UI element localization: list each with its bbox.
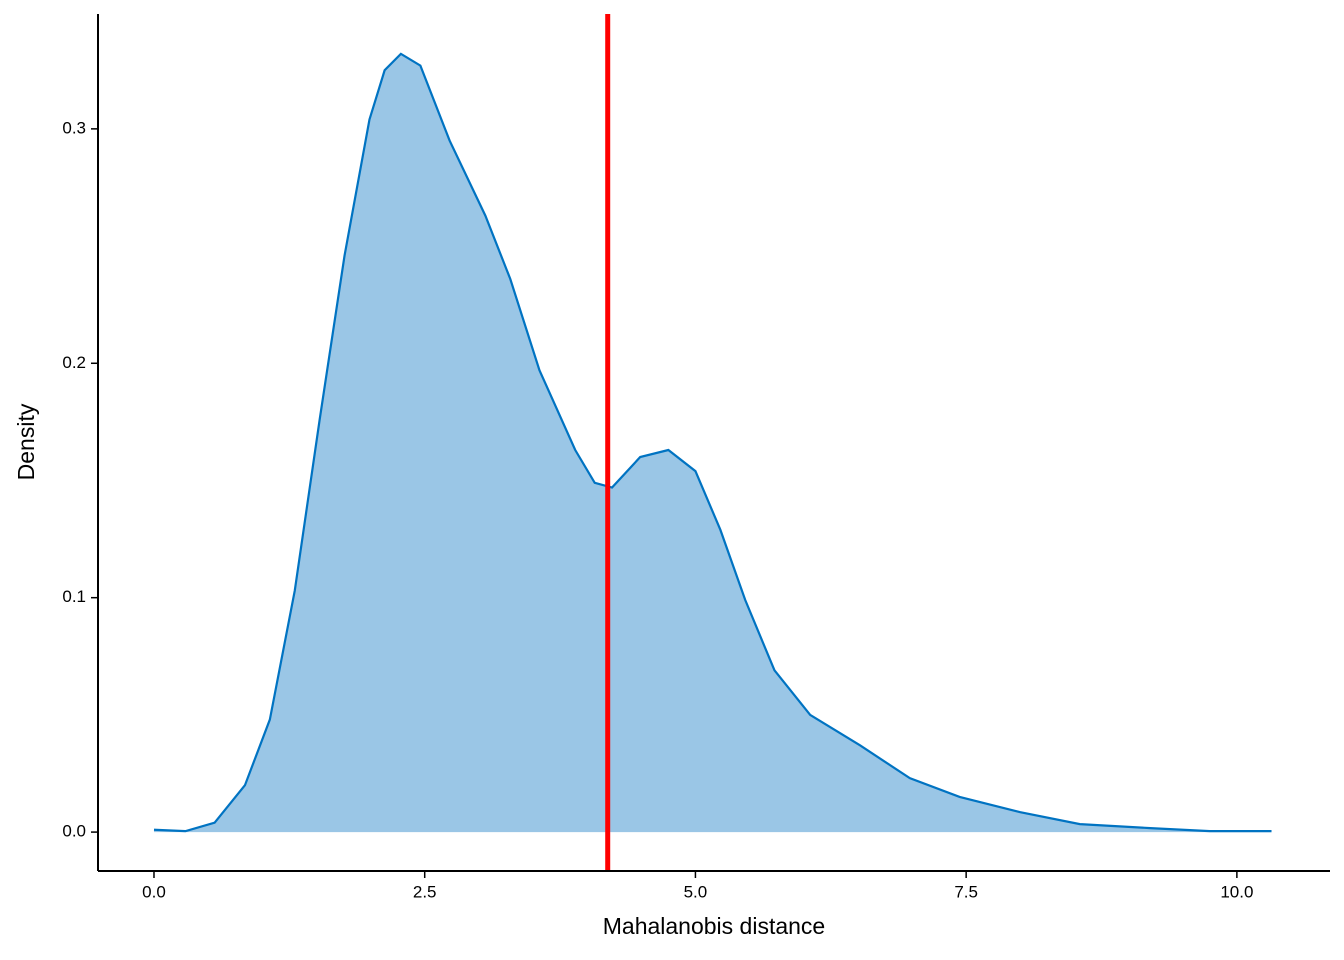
x-tick-label: 0.0 [142,882,166,901]
x-tick-label: 7.5 [954,882,978,901]
y-tick-label: 0.0 [62,822,86,841]
x-tick-label: 2.5 [413,882,437,901]
x-axis-title: Mahalanobis distance [603,913,825,939]
density-line [153,52,1272,833]
y-tick-label: 0.1 [62,587,86,606]
y-tick-label: 0.2 [62,353,86,372]
y-tick-label: 0.3 [62,118,86,137]
density-area [153,53,1272,833]
x-tick-label: 5.0 [684,882,708,901]
y-axis-title: Density [13,403,39,480]
x-tick-label: 10.0 [1220,882,1253,901]
